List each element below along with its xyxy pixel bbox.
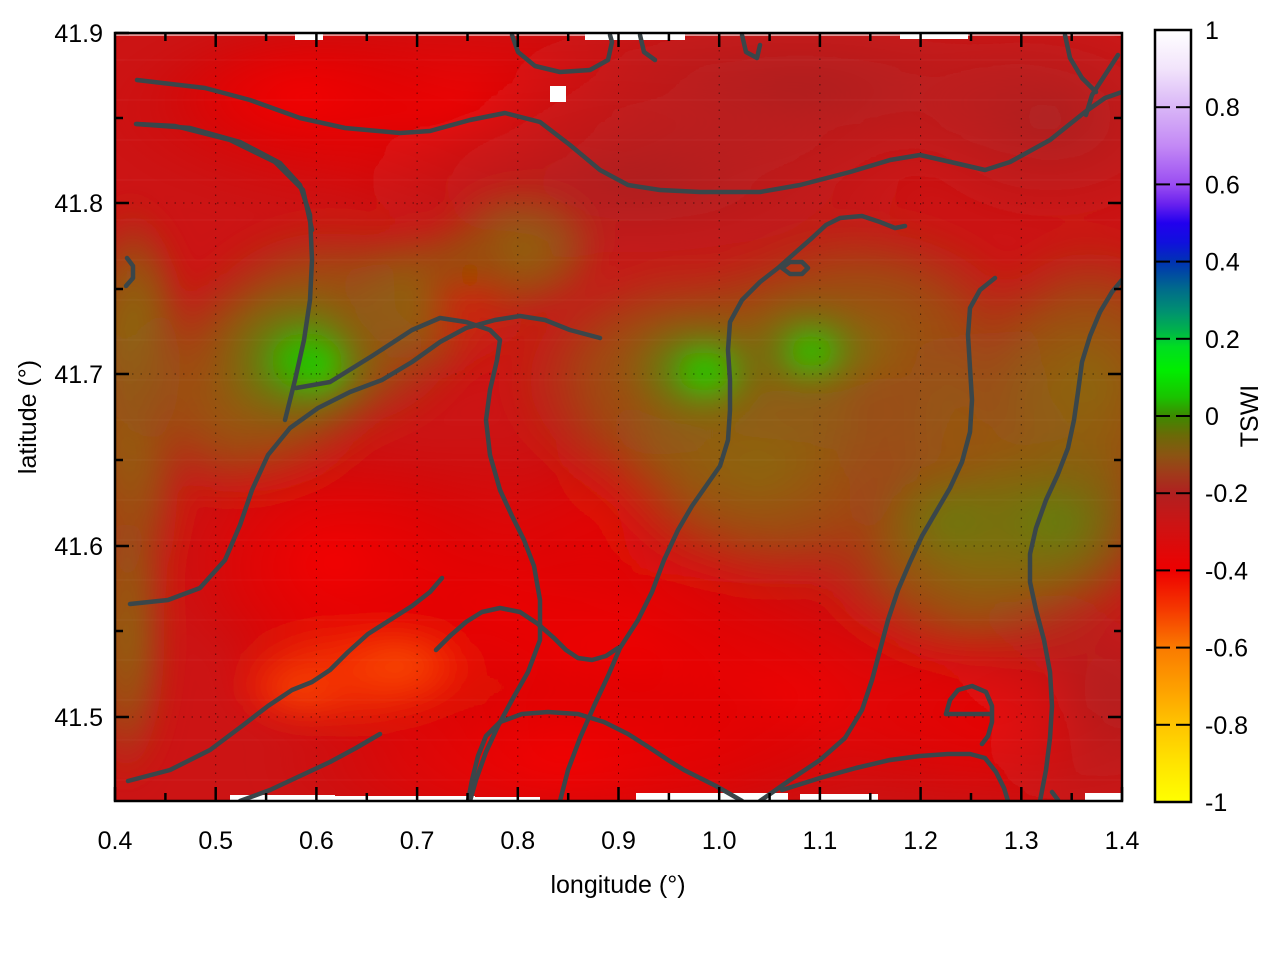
x-tick-label: 0.8 — [500, 827, 535, 855]
x-tick-label: 0.9 — [601, 827, 636, 855]
colorbar-tick-label: 0.8 — [1205, 94, 1240, 122]
colorbar-tick-label: -0.4 — [1205, 557, 1248, 585]
x-tick-label: 1.3 — [1004, 827, 1039, 855]
colorbar-tick-label: 0.2 — [1205, 326, 1240, 354]
x-tick-label: 1.0 — [702, 827, 737, 855]
y-tick-label: 41.8 — [54, 190, 103, 218]
colorbar-tick-label: 0 — [1205, 403, 1219, 431]
axis-ticks — [113, 31, 1124, 801]
y-axis-title: latitude (°) — [14, 360, 42, 474]
x-tick-label: 0.5 — [198, 827, 233, 855]
x-axis-title: longitude (°) — [550, 871, 685, 899]
colorbar-tick-label: 0.4 — [1205, 249, 1240, 277]
y-tick-label: 41.6 — [54, 533, 103, 561]
contour-lines — [123, 33, 1122, 801]
heatmap-field — [115, 33, 1122, 801]
colorbar-ticks — [1155, 106, 1191, 726]
y-tick-labels: 41.5 41.6 41.7 41.8 41.9 — [54, 20, 103, 732]
x-tick-label: 0.4 — [98, 827, 133, 855]
colorbar-tick-labels: 1 0.8 0.6 0.4 0.2 0 -0.2 -0.4 -0.6 -0.8 … — [1205, 17, 1248, 817]
colorbar-tick-label: -0.6 — [1205, 635, 1248, 663]
x-tick-labels: 0.4 0.5 0.6 0.7 0.8 0.9 1.0 1.1 1.2 1.3 … — [98, 827, 1140, 855]
colorbar-tick-label: 1 — [1205, 17, 1219, 45]
x-tick-label: 0.6 — [299, 827, 334, 855]
x-tick-label: 1.1 — [803, 827, 838, 855]
colorbar-title: TSWI — [1236, 385, 1264, 448]
colorbar-tick-label: -0.8 — [1205, 712, 1248, 740]
y-tick-label: 41.5 — [54, 704, 103, 732]
plot-area — [113, 31, 1124, 803]
x-tick-label: 0.7 — [400, 827, 435, 855]
x-tick-label: 1.2 — [903, 827, 938, 855]
gridlines — [115, 33, 1122, 801]
colorbar-tick-label: 0.6 — [1205, 171, 1240, 199]
y-tick-label: 41.9 — [54, 20, 103, 48]
y-tick-label: 41.7 — [54, 361, 103, 389]
colorbar-tick-label: -1 — [1205, 789, 1227, 817]
x-tick-label: 1.4 — [1105, 827, 1140, 855]
colorbar[interactable]: 1 0.8 0.6 0.4 0.2 0 -0.2 -0.4 -0.6 -0.8 … — [1153, 17, 1264, 817]
colorbar-tick-label: -0.2 — [1205, 480, 1248, 508]
